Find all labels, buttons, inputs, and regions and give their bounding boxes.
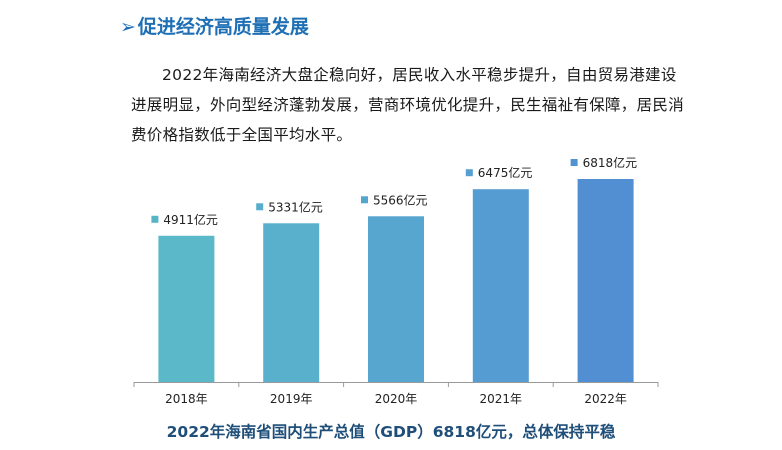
section-title-text: 促进经济高质量发展 (137, 16, 309, 38)
value-label-marker (570, 159, 578, 166)
bar-2018年 (158, 235, 215, 382)
value-label: 5566亿元 (373, 192, 428, 207)
x-tick-label: 2020年 (375, 392, 418, 406)
bar-2020年 (368, 216, 424, 382)
value-label: 6818亿元 (583, 155, 638, 170)
value-label: 4911亿元 (163, 212, 218, 227)
value-label: 5331亿元 (268, 199, 323, 214)
section-title: ➢ 促进经济高质量发展 (120, 12, 309, 39)
x-tick-label: 2019年 (270, 392, 313, 406)
bar-2019年 (263, 223, 320, 382)
arrow-bullet-icon: ➢ (120, 16, 136, 38)
x-tick-label: 2022年 (584, 392, 627, 406)
value-label-marker (465, 169, 473, 177)
bar-2021年 (472, 189, 529, 382)
bar-2022年 (577, 179, 634, 382)
value-label-marker (256, 203, 264, 211)
chart-caption: 2022年海南省国内生产总值（GDP）6818亿元，总体保持平稳 (166, 423, 616, 441)
value-label-marker (361, 196, 368, 204)
x-tick-label: 2018年 (165, 392, 208, 406)
value-label-marker (151, 215, 159, 223)
summary-paragraph: 2022年海南经济大盘企稳向好，居民收入水平稳步提升，自由贸易港建设进展明显，外… (131, 66, 685, 144)
x-tick-label: 2021年 (480, 392, 523, 406)
value-label: 6475亿元 (478, 165, 533, 180)
